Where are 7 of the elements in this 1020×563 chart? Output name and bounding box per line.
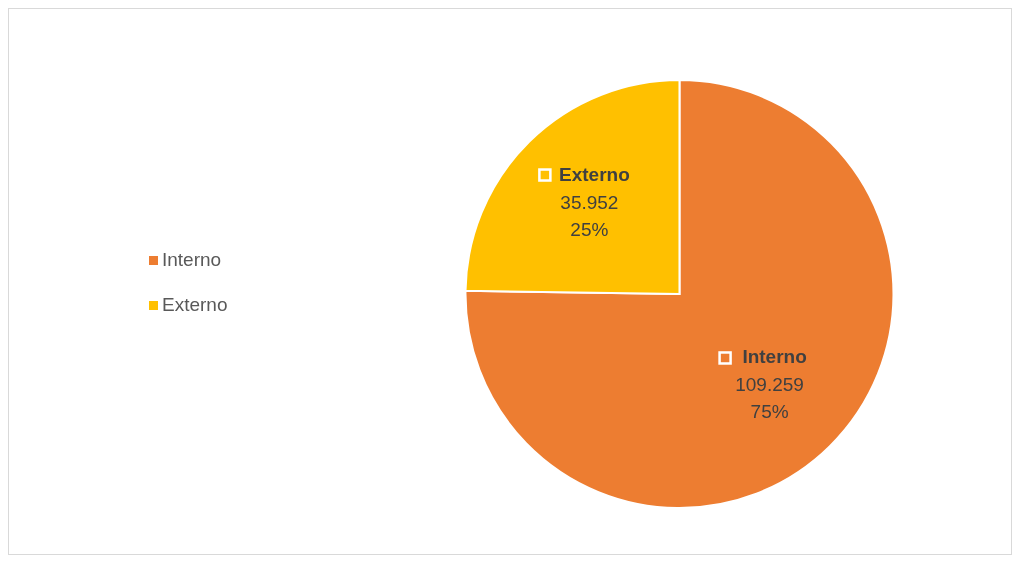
slice-label: Interno [742,346,807,368]
data-label: 109.259 75% [735,374,804,423]
slice-label: Externo [559,163,630,185]
data-label: 35.952 25% [560,191,619,240]
pie-slice [464,79,895,509]
legend-label: Interno [162,248,222,270]
legend-label: Externo [162,293,228,315]
